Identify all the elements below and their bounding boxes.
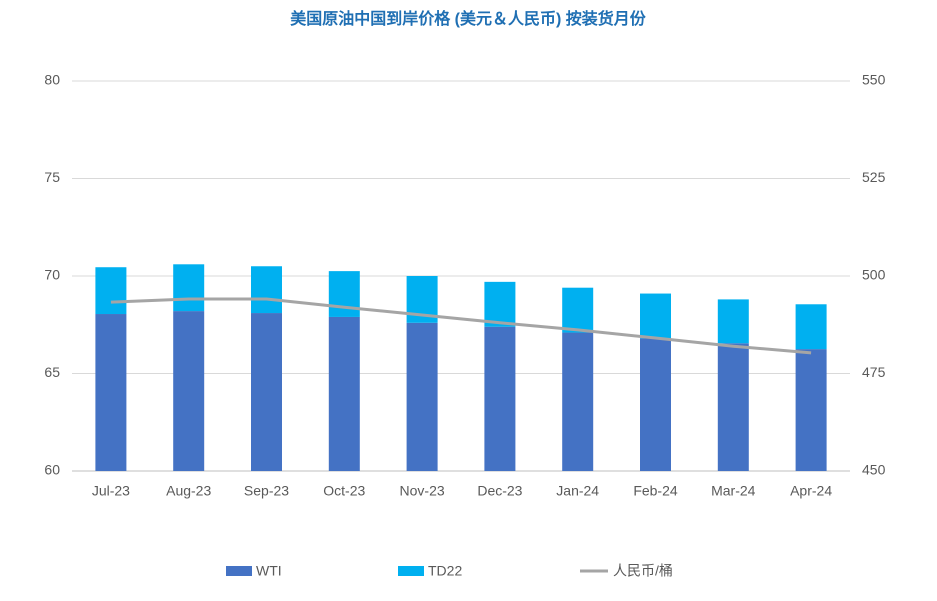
x-tick-label: Oct-23 [323, 483, 365, 499]
bar [640, 338, 671, 471]
bar [795, 349, 827, 471]
bar [95, 314, 127, 471]
legend-label: TD22 [428, 563, 462, 579]
bar [251, 266, 282, 314]
x-tick-label: Nov-23 [400, 483, 445, 499]
y2-tick-label: 525 [862, 169, 886, 185]
bar [562, 287, 594, 333]
bar [484, 281, 516, 327]
y-tick-label: 75 [44, 169, 60, 185]
bar [173, 264, 205, 312]
y2-tick-label: 550 [862, 72, 886, 88]
bar [95, 267, 127, 315]
x-tick-label: Dec-23 [477, 483, 522, 499]
y-tick-label: 60 [44, 462, 60, 478]
bar [717, 343, 749, 471]
bar [251, 313, 282, 471]
y2-tick-label: 500 [862, 267, 886, 283]
x-tick-label: Jan-24 [556, 483, 599, 499]
bar [795, 304, 827, 350]
bar [562, 332, 594, 471]
legend-label: WTI [256, 563, 282, 579]
x-tick-label: Feb-24 [633, 483, 678, 499]
legend-swatch [398, 566, 424, 576]
bar [328, 271, 360, 317]
bar [173, 311, 205, 471]
x-tick-label: Apr-24 [790, 483, 832, 499]
bar [328, 316, 360, 471]
y2-tick-label: 450 [862, 462, 886, 478]
bar [640, 293, 671, 339]
line [110, 297, 812, 355]
x-tick-label: Sep-23 [244, 483, 289, 499]
y-tick-label: 80 [44, 72, 60, 88]
x-tick-label: Aug-23 [166, 483, 211, 499]
y2-tick-label: 475 [862, 364, 886, 380]
bar [484, 326, 516, 471]
legend-label: 人民币/桶 [613, 563, 673, 579]
x-tick-label: Mar-24 [711, 483, 756, 499]
chart-title: 美国原油中国到岸价格 (美元＆人民币) 按装货月份 [290, 9, 647, 28]
bar [717, 299, 749, 344]
legend-swatch [226, 566, 252, 576]
x-tick-label: Jul-23 [92, 483, 130, 499]
y-tick-label: 70 [44, 267, 60, 283]
y-tick-label: 65 [44, 364, 60, 380]
bar [406, 322, 438, 471]
